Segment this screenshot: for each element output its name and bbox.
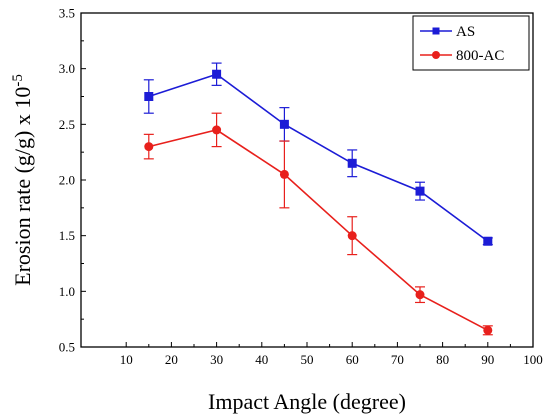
x-tick-label: 10 (120, 352, 133, 367)
data-point-as (212, 69, 222, 79)
legend-label-800ac: 800-AC (456, 48, 504, 64)
y-axis-title-main: Erosion rate (g/g) x 10 (10, 87, 35, 286)
y-axis-title: Erosion rate (g/g) x 10-5 (10, 74, 35, 286)
x-tick-label: 20 (165, 352, 178, 367)
x-tick-label: 40 (255, 352, 268, 367)
data-point-as (483, 236, 493, 246)
data-point-800ac (144, 142, 154, 152)
data-point-800ac (415, 290, 425, 300)
legend-box (412, 15, 530, 71)
x-axis-title: Impact Angle (degree) (208, 389, 406, 414)
legend-label-as: AS (456, 24, 475, 40)
x-tick-label: 80 (436, 352, 449, 367)
series-line-800ac (148, 129, 489, 332)
axis-ticks: 10 20 30 40 50 60 70 80 90 100 0.5 1.0 1.5 2.0 2.5 3.0 3… (59, 6, 543, 368)
y-tick-label: 3.5 (59, 6, 75, 21)
y-tick-label: 1.0 (59, 284, 75, 299)
data-point-as (347, 158, 357, 168)
y-tick-label: 0.5 (59, 340, 75, 355)
data-point-as (279, 119, 289, 129)
data-point-800ac (212, 125, 222, 135)
y-tick-label: 2.5 (59, 117, 75, 132)
series-line-as (148, 73, 489, 242)
y-tick-label: 1.5 (59, 228, 75, 243)
data-point-800ac (483, 325, 493, 335)
data-point-800ac (347, 231, 357, 241)
y-tick-label: 2.0 (59, 173, 75, 188)
data-point-as (144, 92, 154, 101)
y-axis-title-exponent: -5 (10, 74, 26, 87)
data-series (143, 62, 493, 336)
series-as (143, 62, 493, 246)
legend-marker-800ac (432, 51, 440, 59)
legend-marker-as (432, 27, 440, 35)
data-point-800ac (279, 169, 289, 179)
data-point-as (415, 186, 425, 196)
x-tick-label: 60 (346, 352, 359, 367)
y-tick-label: 3.0 (59, 61, 75, 76)
x-tick-label: 90 (481, 352, 494, 367)
x-tick-label: 50 (301, 352, 314, 367)
x-tick-label: 70 (391, 352, 404, 367)
legend: AS 800-AC (412, 15, 530, 71)
series-800ac (143, 112, 493, 336)
x-tick-label: 100 (523, 352, 543, 367)
x-tick-label: 30 (210, 352, 223, 367)
